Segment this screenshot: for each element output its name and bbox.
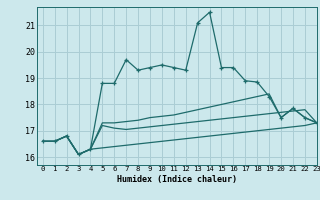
X-axis label: Humidex (Indice chaleur): Humidex (Indice chaleur) xyxy=(117,175,237,184)
